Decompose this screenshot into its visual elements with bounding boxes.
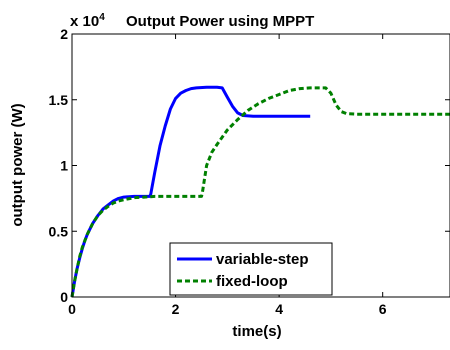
x-tick-label: 4 <box>275 301 283 317</box>
series-line-fixed-loop <box>70 86 450 298</box>
legend-box <box>169 242 333 296</box>
chart-title: Output Power using MPPT <box>126 13 314 30</box>
y-axis-label: output power (W) <box>9 103 26 226</box>
y-tick-label: 2 <box>60 26 68 42</box>
legend-label-fixed-loop: fixed-loop <box>216 273 288 290</box>
x-axis-label: time(s) <box>232 323 281 340</box>
x-tick-label: 0 <box>68 301 76 317</box>
series-layer <box>70 85 450 298</box>
exponent-label: x 104 <box>70 12 105 30</box>
legend-label-variable-step: variable-step <box>216 251 309 268</box>
y-tick-label: 1.5 <box>49 92 69 108</box>
legend: variable-step fixed-loop <box>169 242 333 296</box>
y-tick-label: 0 <box>60 289 68 305</box>
y-tick-label: 1 <box>60 158 68 174</box>
y-tick-label: 0.5 <box>49 223 69 239</box>
x-tick-label: 2 <box>172 301 180 317</box>
x-tick-label: 6 <box>379 301 387 317</box>
tick-layer: 0 2 4 6 0 0.5 1 1.5 2 <box>49 26 450 317</box>
